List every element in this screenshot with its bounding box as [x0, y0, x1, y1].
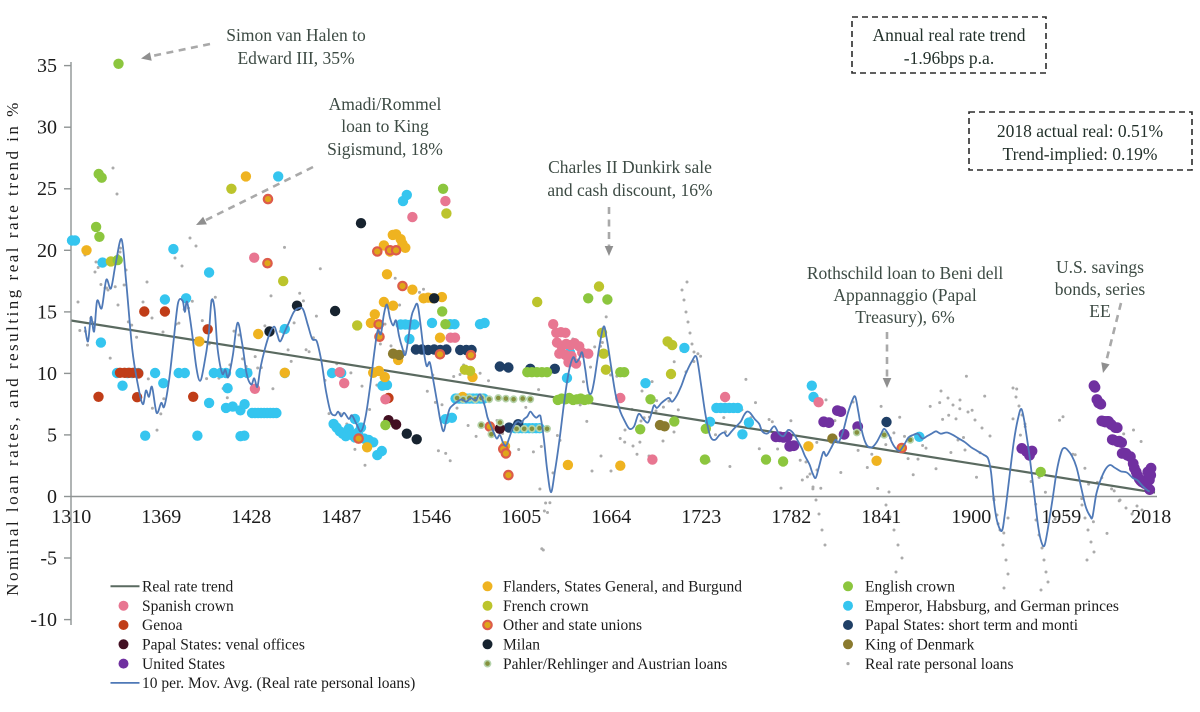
svg-text:1841: 1841 — [861, 506, 901, 528]
svg-text:Spanish crown: Spanish crown — [142, 598, 234, 615]
svg-text:10: 10 — [37, 363, 57, 385]
svg-text:30: 30 — [37, 117, 57, 139]
svg-text:Flanders, States General, and: Flanders, States General, and Burgund — [503, 579, 742, 596]
svg-text:Emperor, Habsburg, and German: Emperor, Habsburg, and German princes — [865, 598, 1119, 615]
svg-text:1487: 1487 — [321, 506, 361, 528]
svg-text:5: 5 — [47, 424, 57, 446]
svg-text:25: 25 — [37, 178, 57, 200]
svg-text:Simon van Halen to: Simon van Halen to — [226, 25, 366, 45]
svg-text:2018 actual real: 0.51%: 2018 actual real: 0.51% — [997, 121, 1163, 141]
svg-text:Other and state unions: Other and state unions — [503, 617, 642, 634]
svg-text:Treasury), 6%: Treasury), 6% — [855, 307, 954, 327]
svg-text:0: 0 — [47, 486, 57, 508]
svg-text:35: 35 — [37, 55, 57, 77]
svg-text:Trend-implied: 0.19%: Trend-implied: 0.19% — [1003, 144, 1158, 164]
svg-text:English crown: English crown — [865, 579, 955, 596]
svg-text:loan to King: loan to King — [341, 116, 429, 136]
svg-text:U.S. savings: U.S. savings — [1056, 257, 1144, 277]
svg-text:10 per. Mov. Avg. (Real rate p: 10 per. Mov. Avg. (Real rate personal lo… — [142, 675, 415, 692]
svg-text:1428: 1428 — [231, 506, 271, 528]
svg-text:Milan: Milan — [503, 637, 540, 654]
svg-text:-5: -5 — [40, 548, 57, 570]
svg-text:1723: 1723 — [681, 506, 721, 528]
svg-text:Real rate trend: Real rate trend — [142, 579, 233, 596]
svg-text:1546: 1546 — [411, 506, 451, 528]
svg-text:Sigismund, 18%: Sigismund, 18% — [327, 139, 443, 159]
svg-text:1900: 1900 — [951, 506, 991, 528]
svg-text:bonds, series: bonds, series — [1055, 279, 1146, 299]
svg-text:1369: 1369 — [141, 506, 181, 528]
svg-text:Real rate personal loans: Real rate personal loans — [865, 656, 1013, 673]
svg-text:Nominal loan rates, and result: Nominal loan rates, and resulting real r… — [3, 100, 22, 596]
svg-text:1310: 1310 — [51, 506, 91, 528]
svg-text:15: 15 — [37, 301, 57, 323]
svg-text:Amadi/Rommel: Amadi/Rommel — [329, 94, 442, 114]
svg-text:Appannaggio (Papal: Appannaggio (Papal — [833, 285, 977, 305]
svg-text:2018: 2018 — [1131, 506, 1171, 528]
svg-text:Charles II Dunkirk sale: Charles II Dunkirk sale — [548, 157, 712, 177]
svg-text:United States: United States — [142, 656, 225, 673]
svg-text:1605: 1605 — [501, 506, 541, 528]
svg-text:1664: 1664 — [591, 506, 631, 528]
svg-text:1959: 1959 — [1041, 506, 1081, 528]
svg-text:EE: EE — [1089, 301, 1110, 321]
svg-text:Annual real rate trend: Annual real rate trend — [872, 25, 1025, 45]
svg-text:Genoa: Genoa — [142, 617, 183, 634]
svg-text:and cash discount, 16%: and cash discount, 16% — [547, 180, 712, 200]
svg-text:20: 20 — [37, 240, 57, 262]
svg-text:-10: -10 — [30, 609, 57, 631]
svg-text:Papal States: short term and m: Papal States: short term and monti — [865, 617, 1079, 634]
svg-text:King of Denmark: King of Denmark — [865, 637, 975, 654]
svg-text:Rothschild loan to Beni dell: Rothschild loan to Beni dell — [807, 263, 1004, 283]
svg-text:French crown: French crown — [503, 598, 589, 615]
svg-text:Edward III, 35%: Edward III, 35% — [237, 48, 354, 68]
svg-text:1782: 1782 — [771, 506, 811, 528]
svg-text:-1.96bps p.a.: -1.96bps p.a. — [904, 48, 994, 68]
svg-text:Pahler/Rehlinger and Austrian: Pahler/Rehlinger and Austrian loans — [503, 656, 727, 673]
svg-text:Papal States: venal offices: Papal States: venal offices — [142, 637, 305, 654]
